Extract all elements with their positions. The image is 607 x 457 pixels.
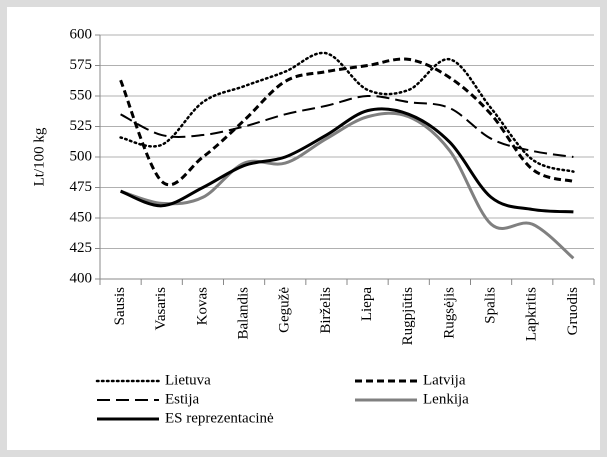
x-tick-label: Gruodis	[565, 287, 581, 335]
y-tick-label: 500	[70, 148, 93, 164]
y-tick-label: 550	[70, 87, 93, 103]
x-tick-label: Liepa	[359, 287, 375, 321]
chart-area	[7, 7, 600, 450]
x-tick-label: Vasaris	[153, 287, 169, 330]
x-tick-label: Spalis	[483, 287, 499, 324]
x-tick-label: Gegužė	[277, 287, 293, 333]
legend-label: Latvija	[423, 372, 466, 388]
y-tick-label: 575	[70, 57, 93, 73]
y-tick-label: 400	[70, 270, 93, 286]
x-tick-label: Rugpjūtis	[400, 287, 416, 346]
y-tick-label: 600	[70, 26, 93, 42]
y-tick-label: 475	[70, 179, 93, 195]
y-tick-label: 525	[70, 118, 93, 134]
series-line	[119, 57, 574, 187]
x-tick-label: Kovas	[194, 287, 210, 325]
series-line	[119, 51, 575, 173]
x-tick-label: Lapkritis	[524, 287, 540, 341]
legend-label: ES reprezentacinė	[165, 410, 274, 426]
series-line	[120, 111, 575, 260]
series-line	[120, 107, 574, 214]
legend-label: Estija	[165, 391, 200, 407]
x-tick-label: Birželis	[318, 287, 334, 334]
legend-label: Lenkija	[423, 391, 469, 407]
x-tick-label: Rugsėjis	[441, 287, 457, 339]
y-tick-label: 450	[70, 209, 93, 225]
series-line	[120, 94, 574, 158]
x-tick-label: Balandis	[236, 287, 252, 340]
y-axis-label: Lt/100 kg	[31, 127, 47, 186]
x-tick-label: Sausis	[112, 287, 128, 326]
y-tick-label: 425	[70, 240, 93, 256]
legend-label: Lietuva	[165, 372, 211, 388]
